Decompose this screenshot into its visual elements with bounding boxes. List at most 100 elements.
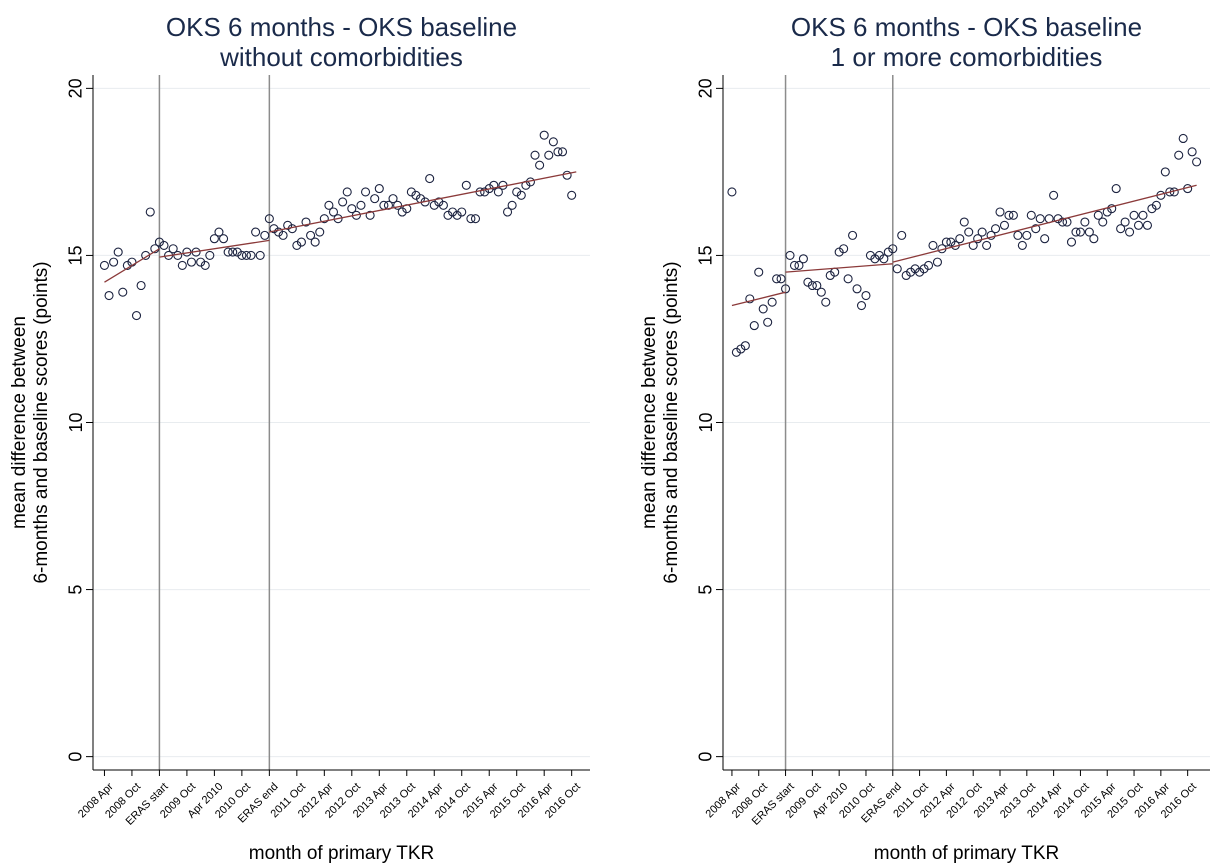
- data-point: [548, 137, 558, 147]
- data-point: [535, 160, 545, 170]
- data-point: [434, 197, 444, 207]
- data-point: [278, 230, 288, 240]
- data-point: [1022, 230, 1032, 240]
- data-point: [995, 207, 1005, 217]
- data-point: [301, 217, 311, 227]
- data-point: [1125, 227, 1135, 237]
- y-tick-label: 5: [66, 585, 86, 595]
- data-point: [104, 290, 114, 301]
- data-point: [99, 260, 110, 271]
- data-point: [141, 250, 151, 260]
- fit-line: [104, 171, 577, 283]
- data-point: [388, 194, 398, 204]
- data-point: [406, 187, 416, 197]
- y-axis-label: mean difference between: [9, 316, 30, 529]
- y-axis-label: 6-months and baseline scores (points): [661, 261, 682, 583]
- data-point: [113, 247, 123, 257]
- data-point: [480, 187, 490, 197]
- data-point: [1008, 210, 1018, 220]
- data-point: [292, 240, 302, 250]
- data-point: [1031, 224, 1041, 234]
- data-point: [1165, 187, 1175, 197]
- data-point: [816, 287, 826, 297]
- data-point: [879, 254, 889, 264]
- data-point: [999, 220, 1010, 230]
- data-point: [374, 184, 384, 194]
- data-point: [567, 190, 577, 200]
- data-point: [131, 311, 142, 321]
- data-point: [1116, 224, 1126, 234]
- data-point: [767, 297, 777, 307]
- y-tick-label: 10: [66, 412, 86, 432]
- data-point: [1142, 220, 1152, 230]
- chart-title: OKS 6 months - OKS baseline: [166, 12, 517, 42]
- data-point: [319, 214, 329, 224]
- data-point: [283, 220, 293, 230]
- y-axis-label: mean difference between: [639, 316, 660, 529]
- data-point: [1093, 210, 1103, 220]
- data-point: [360, 187, 371, 197]
- data-point: [205, 250, 215, 260]
- data-point: [264, 214, 274, 224]
- data-point: [892, 264, 902, 274]
- data-point: [489, 180, 499, 190]
- data-point: [196, 257, 206, 267]
- data-point: [328, 207, 339, 217]
- data-point: [749, 321, 759, 331]
- data-point: [745, 294, 755, 304]
- data-point: [964, 227, 974, 237]
- data-point: [1178, 133, 1188, 144]
- data-point: [393, 200, 403, 210]
- data-point: [461, 180, 471, 190]
- data-point: [438, 200, 448, 210]
- fit-line: [731, 184, 1197, 307]
- y-tick-label: 10: [696, 412, 716, 432]
- data-point: [897, 230, 907, 240]
- data-point: [1013, 230, 1023, 240]
- data-point: [241, 250, 252, 260]
- data-point: [1058, 217, 1068, 227]
- data-point: [776, 274, 786, 284]
- data-point: [273, 227, 284, 237]
- y-tick-label: 20: [696, 78, 716, 98]
- data-point: [1035, 214, 1045, 224]
- data-point: [507, 200, 517, 210]
- data-point: [209, 234, 219, 244]
- data-point: [324, 200, 334, 210]
- y-tick-label: 5: [696, 585, 716, 595]
- data-point: [502, 207, 513, 217]
- data-point: [1174, 150, 1184, 160]
- data-point: [1138, 210, 1148, 220]
- data-point: [1160, 167, 1170, 177]
- data-point: [928, 240, 938, 250]
- data-point: [342, 187, 352, 197]
- data-point: [411, 190, 421, 200]
- data-point: [255, 250, 265, 260]
- chart-title: without comorbidities: [219, 42, 463, 72]
- data-point: [237, 250, 247, 260]
- data-point: [260, 230, 270, 240]
- y-tick-label: 20: [66, 78, 86, 98]
- data-point: [955, 234, 965, 244]
- data-point: [365, 210, 375, 220]
- chart-title: OKS 6 months - OKS baseline: [791, 12, 1142, 42]
- data-point: [145, 207, 155, 217]
- data-point: [544, 150, 554, 160]
- data-point: [785, 250, 795, 260]
- data-point: [1192, 157, 1202, 167]
- data-point: [516, 190, 526, 200]
- data-point: [856, 301, 867, 311]
- data-point: [457, 207, 467, 217]
- data-point: [1120, 217, 1130, 227]
- x-axis-label: month of primary TKR: [874, 843, 1059, 864]
- data-point: [977, 227, 987, 237]
- data-point: [990, 224, 1001, 234]
- data-point: [794, 260, 804, 271]
- data-point: [397, 207, 407, 217]
- data-point: [1004, 210, 1014, 220]
- data-point: [1040, 234, 1050, 244]
- data-point: [888, 244, 898, 254]
- data-point: [727, 187, 737, 197]
- data-point: [848, 230, 858, 240]
